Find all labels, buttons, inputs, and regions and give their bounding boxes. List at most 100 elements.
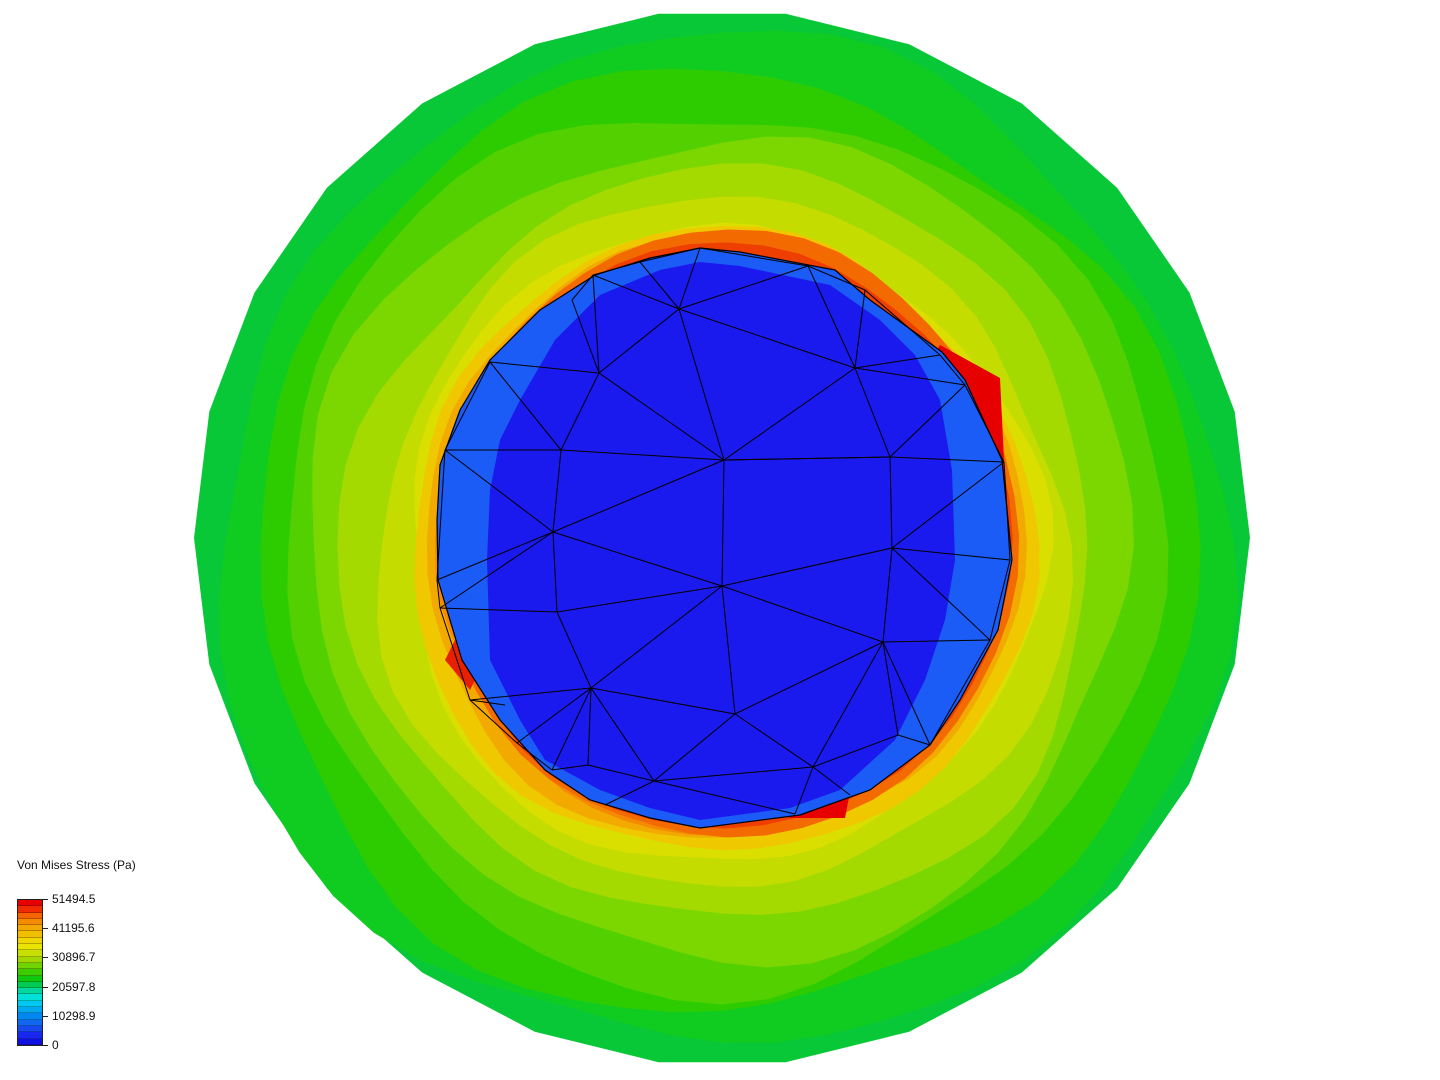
- mesh-edge: [721, 547, 893, 587]
- mesh-edge: [436, 449, 446, 581]
- mesh-edge: [590, 687, 736, 715]
- legend-swatch: [18, 962, 42, 970]
- legend-tick-mark: [43, 957, 48, 959]
- mesh-edge: [889, 456, 1005, 463]
- mesh-edge: [552, 459, 725, 533]
- mesh-edge: [812, 766, 851, 796]
- legend-swatch: [18, 944, 42, 951]
- mesh-edge: [699, 247, 809, 267]
- mesh-edge: [444, 361, 491, 451]
- mesh-edge: [807, 265, 856, 369]
- mesh-edge: [794, 766, 814, 815]
- legend-tick-mark: [43, 928, 48, 930]
- mesh-edge: [436, 579, 441, 609]
- mesh-edge: [489, 361, 600, 374]
- mesh-edge: [989, 559, 1011, 641]
- mesh-edge: [882, 641, 899, 736]
- mesh-edge: [552, 449, 562, 533]
- legend-swatch: [18, 975, 42, 982]
- mesh-edge: [598, 308, 680, 374]
- mesh-edge: [939, 354, 966, 386]
- legend-swatch: [18, 994, 42, 1001]
- mesh-edge: [571, 274, 594, 301]
- mesh-edge: [812, 734, 899, 768]
- mesh-edge: [516, 687, 592, 744]
- legend-swatch: [18, 1025, 42, 1033]
- legend-swatch: [18, 931, 42, 938]
- mesh-edge: [882, 639, 991, 643]
- legend-tick-mark: [43, 899, 48, 900]
- mesh-edge: [592, 261, 641, 276]
- legend-swatch: [18, 1032, 42, 1039]
- legend-swatch: [18, 1000, 42, 1008]
- mesh-edge: [721, 585, 736, 715]
- mesh-edge: [723, 456, 891, 461]
- mesh-edge: [653, 713, 736, 782]
- mesh-edge: [854, 354, 941, 369]
- legend-swatch: [18, 912, 42, 919]
- legend-swatch: [18, 956, 42, 963]
- mesh-edge: [571, 299, 600, 374]
- mesh-edge: [653, 780, 796, 815]
- legend-tick-label: 41195.6: [52, 921, 95, 936]
- mesh-edge: [556, 585, 723, 613]
- mesh-edge: [551, 764, 589, 771]
- legend-tick-label: 51494.5: [52, 892, 96, 906]
- mesh-lines: [436, 247, 1011, 815]
- mesh-edge: [807, 265, 866, 291]
- mesh-edge: [897, 734, 931, 746]
- mesh-edge: [864, 289, 941, 356]
- mesh-edge: [653, 766, 814, 782]
- mesh-edge: [590, 585, 723, 689]
- mesh-edge: [560, 372, 600, 451]
- legend-tick-mark: [43, 1045, 48, 1046]
- legend-swatch: [18, 988, 42, 995]
- mesh-edge: [854, 367, 891, 458]
- legend-swatch: [18, 1019, 42, 1026]
- mesh-edge: [854, 289, 866, 369]
- mesh-edge: [678, 247, 701, 310]
- mesh-edge: [639, 261, 680, 310]
- mesh-edge: [556, 611, 592, 689]
- mesh-edge: [891, 547, 1011, 561]
- legend-swatch: [18, 925, 42, 932]
- mesh-edge: [469, 687, 592, 701]
- mesh-edge: [489, 361, 562, 451]
- mesh-edge: [590, 687, 655, 782]
- legend-swatch: [18, 1007, 42, 1014]
- color-bar: [17, 899, 43, 1046]
- mesh-edge: [891, 461, 1005, 549]
- mesh-edge: [721, 585, 884, 643]
- legend-swatch: [18, 981, 42, 989]
- mesh-edge: [516, 742, 553, 771]
- mesh-edge: [439, 607, 558, 613]
- legend-tick-mark: [43, 986, 48, 988]
- legend-swatch: [18, 937, 42, 945]
- legend-swatch: [18, 906, 42, 913]
- legend-tick-label: 30896.7: [52, 950, 96, 965]
- mesh-edge: [604, 780, 655, 806]
- mesh-edge: [882, 641, 931, 746]
- legend-tick-label: 20597.8: [52, 979, 96, 994]
- mesh-edge: [592, 274, 600, 374]
- legend-tick-label: 10298.9: [52, 1008, 96, 1023]
- mesh-edge: [436, 531, 554, 581]
- legend-tick-label: 0: [52, 1038, 59, 1052]
- mesh-edge: [929, 639, 991, 746]
- mesh-edge: [552, 531, 558, 613]
- mesh-edge: [678, 265, 809, 310]
- mesh-edge: [587, 764, 655, 782]
- mesh-edge: [592, 274, 680, 310]
- mesh-edge: [678, 308, 725, 461]
- legend-swatch: [18, 950, 42, 957]
- legend-title: Von Mises Stress (Pa): [17, 858, 136, 872]
- legend-swatch: [18, 918, 42, 926]
- mesh-edge: [882, 547, 893, 643]
- mesh-edge: [469, 699, 518, 744]
- mesh-edge: [734, 713, 814, 768]
- legend-swatch: [18, 1013, 42, 1020]
- mesh-edge: [721, 459, 725, 587]
- hole-interior: [487, 262, 955, 820]
